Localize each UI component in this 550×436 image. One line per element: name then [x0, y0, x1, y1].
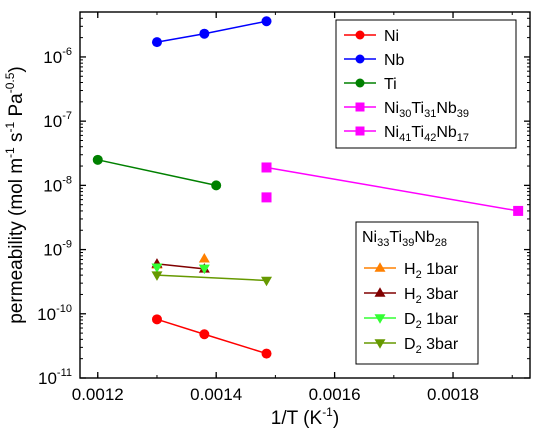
legend-marker [355, 126, 365, 136]
y-tick-label: 10-10 [37, 303, 72, 324]
series-line [266, 166, 519, 212]
series-line [156, 263, 205, 270]
data-point [151, 37, 162, 48]
legend-label: D2 3bar [404, 336, 459, 356]
data-point [151, 314, 162, 325]
data-point [199, 329, 210, 340]
y-tick-label: 10-11 [38, 367, 72, 388]
data-point [199, 28, 210, 39]
legend-marker [355, 102, 365, 112]
data-point [261, 16, 272, 27]
y-tick-label: 10-8 [43, 174, 72, 195]
series-d2-3bar [151, 271, 273, 287]
legend-label: Ti [384, 76, 397, 93]
series-ni [151, 314, 272, 359]
y-tick-label: 10-9 [43, 239, 72, 260]
data-point [92, 154, 103, 165]
legend-label: Ni [384, 28, 399, 45]
series-d2-1bar [151, 263, 210, 275]
data-point [151, 263, 163, 274]
series-ni30ti31nb39 [261, 192, 272, 203]
legend-marker [355, 54, 365, 64]
legend-entry: Ni [344, 28, 399, 45]
legend-entry: H2 1bar [364, 261, 459, 281]
legend-label: Ni41Ti42Nb17 [384, 124, 469, 144]
series-line [156, 274, 267, 282]
y-tick-label: 10-7 [43, 110, 72, 131]
y-tick-label: 10-6 [43, 46, 72, 67]
y-axis-label: permeability (mol m-1 s-1 Pa-0.5) [3, 66, 27, 323]
legend-marker [374, 339, 386, 349]
x-tick-label: 0.0012 [72, 385, 124, 404]
data-point [261, 276, 273, 287]
series-line [156, 20, 267, 43]
legend-entry: H2 3bar [364, 286, 459, 306]
legend-entry: Ni41Ti42Nb17 [344, 124, 469, 144]
legend-entry: Ti [344, 76, 397, 93]
series-ti [92, 154, 222, 191]
series-line [97, 159, 217, 187]
data-point [211, 180, 222, 191]
legend-entry: D2 1bar [364, 311, 459, 331]
legend-label: H2 3bar [404, 286, 459, 306]
legend-marker [355, 78, 365, 88]
x-tick-label: 0.0016 [309, 385, 361, 404]
legend-marker [374, 262, 386, 272]
x-axis-label: 1/T (K-1) [271, 405, 339, 429]
legend-entry: D2 3bar [364, 336, 459, 356]
legend-label: D2 1bar [404, 311, 459, 331]
data-point [513, 205, 524, 216]
legend-entry: Nb [344, 52, 405, 69]
legend-label: Nb [384, 52, 405, 69]
data-point [151, 271, 163, 281]
legend-label: Ni30Ti31Nb39 [384, 100, 469, 120]
series-ni41ti42nb17 [261, 162, 524, 216]
legend-label: H2 1bar [404, 261, 459, 281]
legend-marker [374, 314, 386, 324]
legend-marker [374, 287, 386, 297]
x-tick-label: 0.0018 [427, 385, 479, 404]
x-tick-label: 0.0014 [190, 385, 242, 404]
data-point [261, 348, 272, 359]
data-point [261, 162, 272, 173]
legend-box [335, 19, 517, 149]
legend-marker [355, 30, 365, 40]
legend-entry: Ni30Ti31Nb39 [344, 100, 469, 120]
legend-title: Ni33Ti39Nb28 [362, 229, 447, 249]
data-point [261, 192, 272, 203]
series-nb [151, 16, 272, 48]
series-line [156, 318, 267, 355]
data-point [198, 252, 210, 263]
data-point [198, 264, 210, 275]
